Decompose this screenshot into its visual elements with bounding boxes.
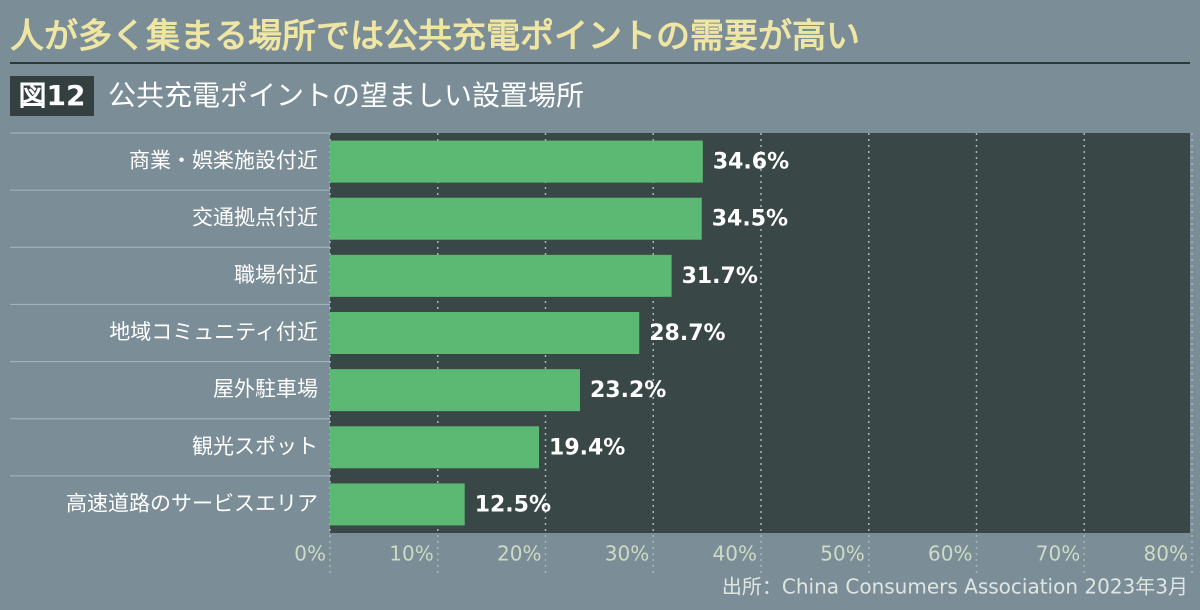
x-tick-label: 80%: [1144, 542, 1188, 566]
value-label: 19.4%: [549, 435, 625, 460]
category-label: 地域コミュニティ付近: [109, 320, 318, 344]
x-tick-label: 60%: [928, 542, 972, 566]
bar: [330, 197, 702, 240]
x-tick-label: 50%: [820, 542, 864, 566]
value-label: 12.5%: [475, 492, 551, 517]
value-label: 31.7%: [682, 264, 758, 289]
category-label: 商業・娯楽施設付近: [129, 149, 318, 173]
value-label: 34.6%: [713, 150, 789, 175]
bar: [330, 254, 672, 297]
category-label: 交通拠点付近: [192, 206, 318, 230]
bar: [330, 483, 465, 526]
x-tick-label: 70%: [1036, 542, 1080, 566]
x-tick-label: 40%: [713, 542, 757, 566]
bar: [330, 140, 703, 183]
category-label: 観光スポット: [192, 434, 318, 458]
x-tick-label: 20%: [497, 542, 541, 566]
x-tick-label: 10%: [389, 542, 433, 566]
value-label: 34.5%: [712, 207, 788, 232]
bar: [330, 369, 580, 412]
category-label: 屋外駐車場: [213, 377, 318, 401]
headline: 人が多く集まる場所では公共充電ポイントの需要が高い: [10, 17, 860, 57]
category-label: 職場付近: [234, 263, 318, 287]
value-label: 28.7%: [649, 321, 725, 346]
category-label: 高速道路のサービスエリア: [66, 491, 318, 515]
bar: [330, 312, 640, 354]
bar: [330, 426, 540, 469]
x-tick-label: 30%: [605, 542, 649, 566]
figure-label: 図12: [19, 79, 86, 112]
chart-title: 公共充電ポイントの望ましい設置場所: [108, 79, 584, 112]
x-tick-label: 0%: [294, 542, 326, 566]
value-label: 23.2%: [590, 378, 666, 403]
figure-label-box: [10, 76, 94, 116]
source: 出所：China Consumers Association 2023年3月: [722, 575, 1188, 599]
